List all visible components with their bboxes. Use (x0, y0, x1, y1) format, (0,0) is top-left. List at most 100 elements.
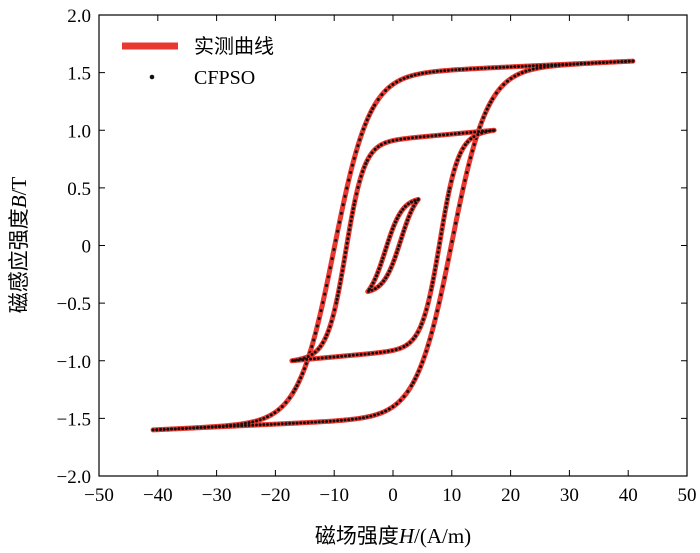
cfpso-point (516, 72, 520, 76)
y-axis-label-var: B (7, 195, 31, 208)
cfpso-point (352, 203, 356, 207)
x-tick-label: 20 (501, 485, 520, 506)
cfpso-point (414, 135, 418, 139)
cfpso-point (414, 201, 418, 205)
cfpso-point (291, 421, 295, 425)
cfpso-point (409, 384, 413, 388)
cfpso-point (450, 68, 454, 72)
cfpso-point (461, 131, 465, 135)
y-tick-label: 1.5 (67, 64, 91, 85)
cfpso-point (383, 141, 387, 145)
cfpso-point (407, 215, 411, 219)
cfpso-point (371, 281, 375, 285)
cfpso-point (416, 330, 420, 334)
cfpso-point (151, 428, 155, 432)
cfpso-point (284, 401, 288, 405)
cfpso-point (516, 65, 520, 68)
cfpso-point (310, 352, 314, 356)
cfpso-point (313, 331, 317, 335)
x-axis-label-unit: /(A/m) (414, 524, 471, 548)
cfpso-point (373, 287, 377, 291)
x-tick-label: 0 (388, 485, 398, 506)
cfpso-point (469, 156, 473, 160)
cfpso-point (273, 411, 277, 415)
cfpso-point (350, 417, 354, 421)
cfpso-point (418, 135, 422, 139)
cfpso-point (449, 179, 453, 183)
legend-dot-swatch (149, 74, 155, 80)
cfpso-point (356, 185, 360, 189)
cfpso-point (476, 67, 480, 70)
cfpso-point (491, 97, 495, 101)
cfpso-point (564, 63, 568, 67)
cfpso-point (454, 221, 458, 225)
cfpso-point (627, 59, 631, 63)
cfpso-point (373, 413, 377, 417)
cfpso-point (450, 239, 454, 243)
x-tick-label: 40 (619, 485, 638, 506)
cfpso-point (218, 425, 222, 429)
cfpso-point (368, 154, 372, 158)
cfpso-point (339, 211, 343, 215)
cfpso-point (347, 418, 351, 422)
cfpso-point (351, 207, 355, 211)
cfpso-point (465, 170, 469, 174)
cfpso-point (528, 64, 532, 68)
cfpso-point (325, 284, 329, 288)
cfpso-point (353, 199, 357, 203)
cfpso-point (383, 249, 387, 253)
cfpso-point (288, 396, 292, 400)
cfpso-point (377, 267, 381, 271)
cfpso-point (251, 423, 255, 427)
cfpso-point (397, 213, 401, 217)
cfpso-point (347, 178, 351, 182)
cfpso-point (312, 338, 316, 342)
cfpso-point (428, 70, 432, 74)
cfpso-point (441, 284, 445, 288)
cfpso-point (579, 62, 583, 66)
cfpso-point (343, 418, 347, 422)
cfpso-point (350, 163, 354, 167)
cfpso-point (491, 66, 495, 70)
cfpso-point (391, 405, 395, 409)
cfpso-point (465, 131, 469, 135)
cfpso-point (325, 419, 329, 423)
cfpso-point (531, 67, 535, 71)
cfpso-point (199, 426, 203, 430)
cfpso-point (361, 127, 365, 131)
cfpso-point (505, 65, 509, 69)
cfpso-point (214, 425, 218, 429)
cfpso-point (392, 258, 396, 262)
cfpso-point (443, 276, 447, 280)
cfpso-point (229, 424, 233, 428)
cfpso-point (421, 360, 425, 364)
cfpso-point (232, 424, 236, 428)
cfpso-point (258, 418, 262, 422)
cfpso-point (336, 294, 340, 298)
cfpso-point (440, 227, 444, 231)
cfpso-point (467, 163, 471, 167)
cfpso-point (399, 236, 403, 240)
cfpso-point (395, 80, 399, 84)
cfpso-point (465, 67, 469, 71)
cfpso-point (375, 351, 379, 355)
cfpso-point (435, 259, 439, 263)
cfpso-point (435, 255, 439, 259)
cfpso-point (402, 345, 406, 349)
y-tick-label: 2.0 (67, 6, 91, 27)
cfpso-point (472, 135, 476, 139)
cfpso-point (426, 343, 430, 347)
cfpso-point (461, 186, 465, 190)
x-tick-label: −50 (84, 485, 114, 506)
cfpso-point (356, 144, 360, 148)
cfpso-point (247, 421, 251, 425)
cfpso-point (620, 60, 624, 64)
cfpso-point (424, 307, 428, 311)
cfpso-point (395, 217, 399, 221)
cfpso-point (590, 61, 594, 65)
cfpso-point (344, 251, 348, 254)
cfpso-point (422, 355, 426, 359)
cfpso-point (365, 415, 369, 419)
cfpso-point (417, 72, 421, 76)
cfpso-point (428, 295, 432, 299)
